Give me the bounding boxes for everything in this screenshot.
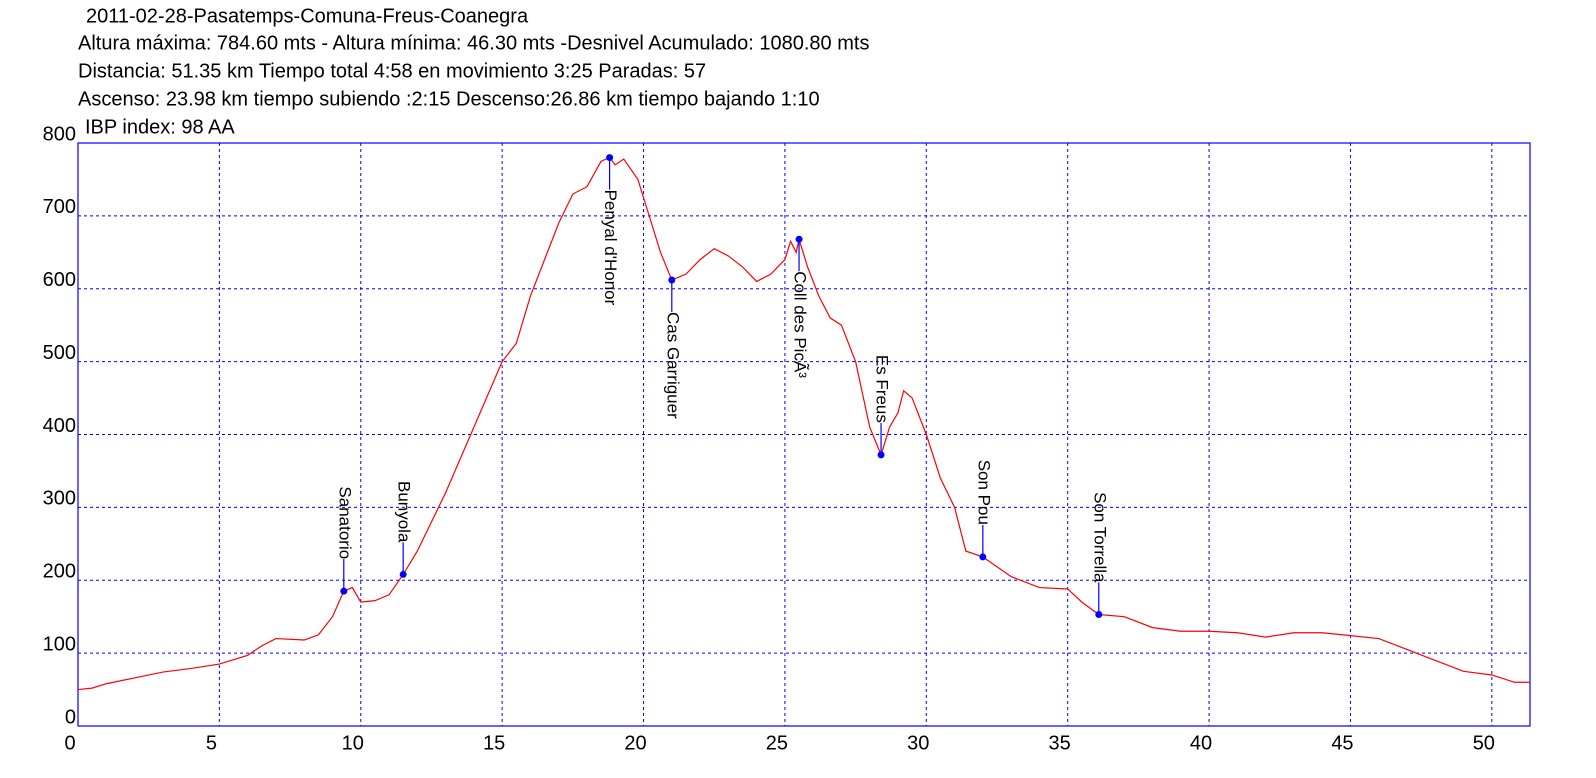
- waypoint: [606, 154, 614, 162]
- y-tick-label: 100: [43, 633, 76, 655]
- x-tick-label: 40: [1190, 732, 1212, 754]
- x-tick-label: 25: [766, 732, 788, 754]
- x-tick-label: 5: [206, 732, 217, 754]
- x-tick-label: 50: [1473, 732, 1495, 754]
- waypoint: [979, 553, 987, 561]
- x-tick-label: 30: [907, 732, 929, 754]
- x-tick-label: 45: [1331, 732, 1353, 754]
- x-tick-label: 10: [342, 732, 364, 754]
- y-tick-label: 500: [43, 342, 76, 364]
- x-tick-label: 0: [64, 732, 75, 754]
- waypoint: [399, 570, 407, 578]
- waypoint: [668, 276, 676, 284]
- plot-border: [77, 142, 1531, 727]
- x-tick-label: 35: [1049, 732, 1071, 754]
- y-tick-label: 200: [43, 561, 76, 583]
- waypoint: [795, 235, 803, 243]
- waypoint: [877, 451, 885, 459]
- waypoint-label: Son Pou: [974, 460, 993, 525]
- y-tick-label: 0: [65, 706, 76, 728]
- y-tick-label: 600: [43, 269, 76, 291]
- waypoint-label: Sanatorio: [335, 486, 354, 559]
- waypoint-label: Penyal d'Honor: [601, 190, 620, 306]
- waypoint-label: Es Freus: [873, 355, 892, 423]
- y-tick-label: 400: [43, 415, 76, 437]
- x-tick-label: 15: [483, 732, 505, 754]
- y-tick-label: 800: [43, 123, 76, 145]
- chart-title: 2011-02-28-Pasatemps-Comuna-Freus-Coaneg…: [86, 5, 529, 27]
- waypoint-label: Bunyola: [395, 481, 414, 543]
- y-tick-label: 700: [43, 196, 76, 218]
- elevation-line: [77, 156, 1530, 691]
- subtitle: Distancia: 51.35 km Tiempo total 4:58 en…: [78, 60, 706, 82]
- waypoint-label: Coll des PicÃ³: [791, 271, 810, 378]
- waypoint: [1095, 611, 1103, 619]
- y-tick-label: 300: [43, 488, 76, 510]
- subtitle: IBP index: 98 AA: [85, 116, 235, 138]
- waypoint-label: Son Torrella: [1090, 492, 1109, 583]
- x-tick-label: 20: [624, 732, 646, 754]
- waypoint: [340, 587, 348, 595]
- subtitle: Ascenso: 23.98 km tiempo subiendo :2:15 …: [78, 88, 820, 110]
- waypoint-label: Cas Garriguer: [663, 312, 682, 419]
- subtitle: Altura máxima: 784.60 mts - Altura mínim…: [78, 32, 869, 54]
